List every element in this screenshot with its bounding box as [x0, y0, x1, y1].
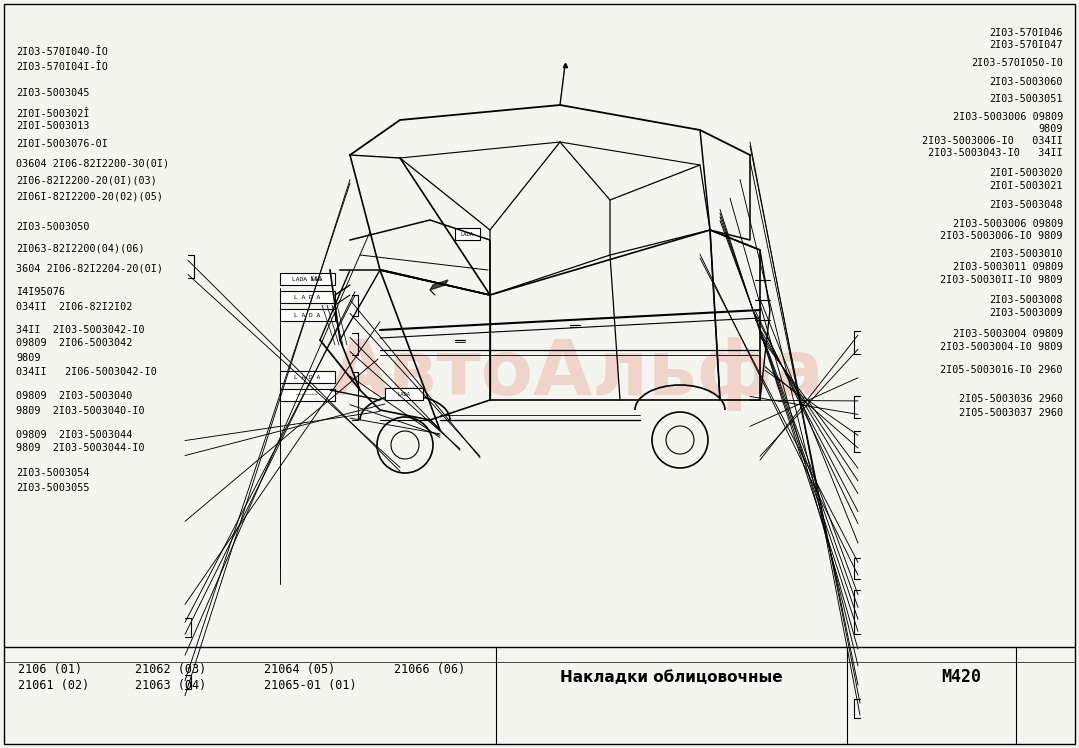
Text: 2I05-5003037 2960: 2I05-5003037 2960 [958, 408, 1063, 418]
Text: 2I0I-5003020: 2I0I-5003020 [989, 168, 1063, 178]
Text: ~~~~~~~: ~~~~~~~ [296, 393, 318, 397]
Text: 2I063-82I2200(04)(06): 2I063-82I2200(04)(06) [16, 243, 145, 254]
Text: 3604 2I06-82I2204-20(0I): 3604 2I06-82I2204-20(0I) [16, 263, 163, 274]
Bar [279, 371, 334, 383]
Text: 2I03-5003050: 2I03-5003050 [16, 221, 90, 232]
Text: М420: М420 [941, 668, 981, 686]
Text: Накладки облицовочные: Накладки облицовочные [560, 669, 783, 684]
Text: 9809: 9809 [1038, 123, 1063, 134]
Text: 2I03-570I047: 2I03-570I047 [989, 40, 1063, 50]
Text: 2I03-5003008: 2I03-5003008 [989, 295, 1063, 305]
Text: 2I03-570I04I-ÎO: 2I03-570I04I-ÎO [16, 62, 108, 73]
Text: 2I0I-5003013: 2I0I-5003013 [16, 120, 90, 131]
Text: 2I03-570I046: 2I03-570I046 [989, 28, 1063, 38]
Text: 21064 (05): 21064 (05) [264, 663, 336, 675]
Text: 21063 (04): 21063 (04) [135, 678, 206, 691]
Text: 9809  2I03-5003044-I0: 9809 2I03-5003044-I0 [16, 443, 145, 453]
Text: АвтоАльфа: АвтоАльфа [330, 337, 824, 411]
Text: 2I03-5003054: 2I03-5003054 [16, 468, 90, 479]
Text: 2I03-5003006 09809: 2I03-5003006 09809 [953, 111, 1063, 122]
Text: 2I0I-5003021: 2I0I-5003021 [989, 180, 1063, 191]
Bar [279, 273, 334, 285]
Text: 2I03-570I040-ÎO: 2I03-570I040-ÎO [16, 47, 108, 58]
Text: 2I03-5003011 09809: 2I03-5003011 09809 [953, 262, 1063, 272]
Polygon shape [431, 280, 448, 290]
Bar [279, 389, 334, 401]
Text: 2I06-82I2200-20(0I)(03): 2I06-82I2200-20(0I)(03) [16, 175, 158, 186]
Text: 2I05-5003016-I0 2960: 2I05-5003016-I0 2960 [940, 365, 1063, 375]
Text: 9809  2I03-5003040-I0: 9809 2I03-5003040-I0 [16, 405, 145, 416]
Text: 21065-01 (01): 21065-01 (01) [264, 678, 357, 691]
Text: L A D A: L A D A [293, 313, 320, 317]
Text: 34II  2I03-5003042-I0: 34II 2I03-5003042-I0 [16, 325, 145, 335]
Text: 21066 (06): 21066 (06) [394, 663, 465, 675]
Text: LADA: LADA [461, 231, 474, 236]
Text: LADA №№№: LADA №№№ [292, 277, 322, 281]
Text: 2I0I-500302Î: 2I0I-500302Î [16, 108, 90, 119]
Text: I4I95076: I4I95076 [16, 287, 65, 298]
Text: 21061 (02): 21061 (02) [18, 678, 90, 691]
Text: 21062 (03): 21062 (03) [135, 663, 206, 675]
Bar [455, 228, 480, 240]
Text: 034II  2I06-82I2I02: 034II 2I06-82I2I02 [16, 302, 133, 313]
Text: 2I03-5003051: 2I03-5003051 [989, 94, 1063, 104]
Text: 2I03-5003006 09809: 2I03-5003006 09809 [953, 219, 1063, 230]
Text: 2I03-5003045: 2I03-5003045 [16, 88, 90, 98]
Text: 09809  2I03-5003044: 09809 2I03-5003044 [16, 429, 133, 440]
Text: 09809  2I03-5003040: 09809 2I03-5003040 [16, 391, 133, 402]
Text: 034II   2I06-5003042-I0: 034II 2I06-5003042-I0 [16, 367, 158, 377]
Text: 9809: 9809 [16, 353, 41, 364]
Text: 2I03-50030II-I0 9809: 2I03-50030II-I0 9809 [940, 275, 1063, 285]
Text: L A D A: L A D A [293, 375, 320, 379]
Bar [279, 309, 334, 321]
Text: 2I03-5003004 09809: 2I03-5003004 09809 [953, 328, 1063, 339]
Text: L A D A: L A D A [293, 295, 320, 299]
Text: 2I03-5003010: 2I03-5003010 [989, 249, 1063, 260]
Text: 03604 2I06-82I2200-30(0I): 03604 2I06-82I2200-30(0I) [16, 159, 169, 169]
Text: 2I03-5003043-I0   34II: 2I03-5003043-I0 34II [928, 148, 1063, 159]
Text: 2I03-5003055: 2I03-5003055 [16, 482, 90, 493]
Text: LADA: LADA [397, 391, 410, 396]
Bar [385, 388, 423, 400]
Text: 2I03-5003006-I0   034II: 2I03-5003006-I0 034II [921, 135, 1063, 146]
Text: 2I03-5003009: 2I03-5003009 [989, 307, 1063, 318]
Text: 2I03-5003004-I0 9809: 2I03-5003004-I0 9809 [940, 342, 1063, 352]
Bar [279, 291, 334, 303]
Text: 2I03-5003006-I0 9809: 2I03-5003006-I0 9809 [940, 231, 1063, 242]
Text: 2I03-5003060: 2I03-5003060 [989, 77, 1063, 88]
Text: 2I05-5003036 2960: 2I05-5003036 2960 [958, 393, 1063, 404]
Text: 2I0I-5003076-0I: 2I0I-5003076-0I [16, 138, 108, 149]
Text: 2106 (01): 2106 (01) [18, 663, 82, 675]
Text: 2I03-570I050-I0: 2I03-570I050-I0 [971, 58, 1063, 68]
Text: 2I03-5003048: 2I03-5003048 [989, 200, 1063, 210]
Text: 09809  2I06-5003042: 09809 2I06-5003042 [16, 338, 133, 349]
Text: 2I06I-82I2200-20(02)(05): 2I06I-82I2200-20(02)(05) [16, 191, 163, 202]
